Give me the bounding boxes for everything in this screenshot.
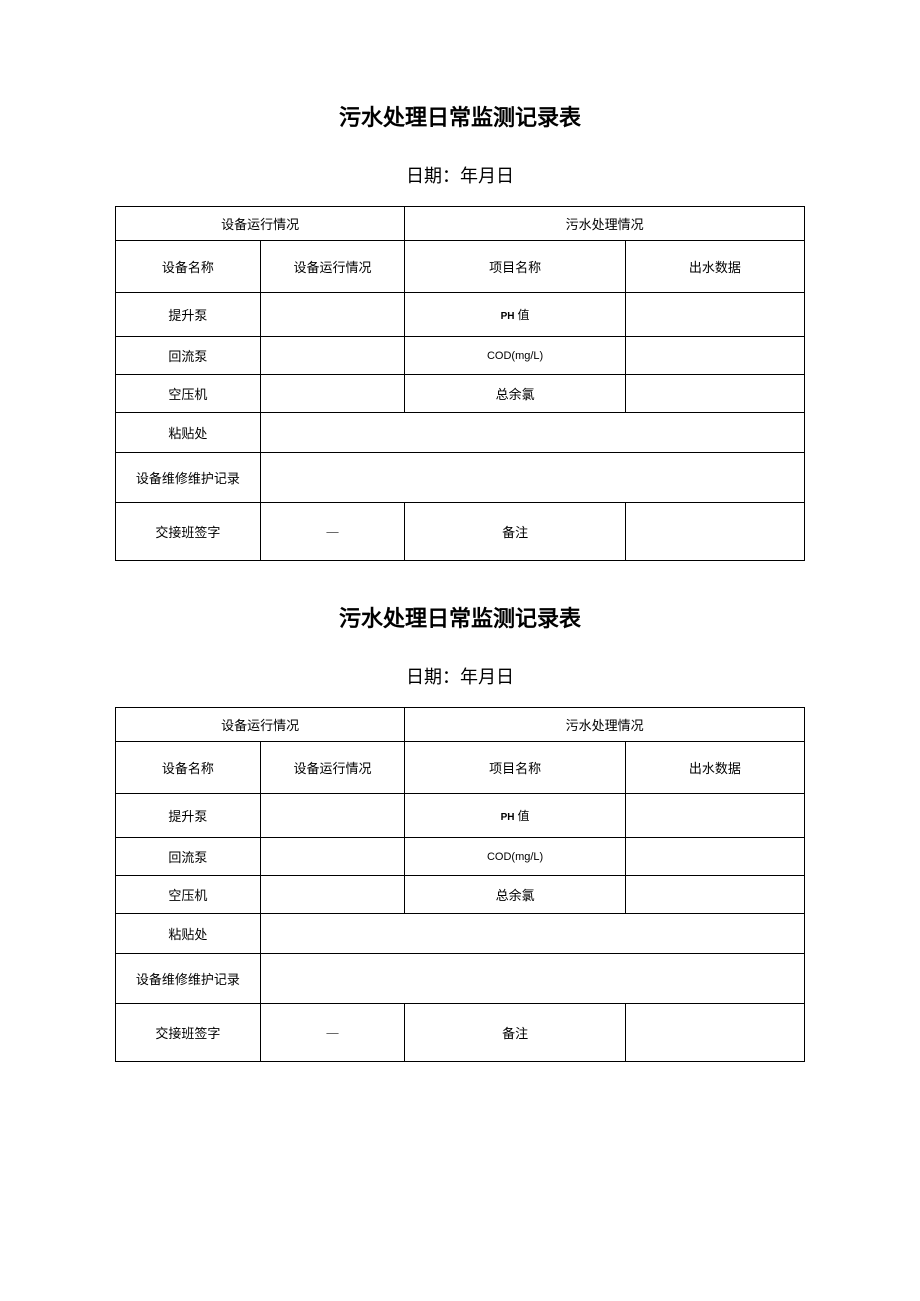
note-label: 备注 <box>405 1004 625 1062</box>
date-line: 日期：年月日 <box>115 162 805 188</box>
note-cell <box>625 1004 804 1062</box>
monitoring-table: 设备运行情况 污水处理情况 设备名称 设备运行情况 项目名称 出水数据 提升泵 … <box>115 707 805 1062</box>
table-row: 粘贴处 <box>116 413 805 453</box>
equipment-status-cell <box>260 337 405 375</box>
table-row: 提升泵 PH 值 <box>116 794 805 838</box>
signature-dash: — <box>260 503 405 561</box>
output-data-cell <box>625 876 804 914</box>
table-row: 设备维修维护记录 <box>116 954 805 1004</box>
table-row: 回流泵 COD(mg/L) <box>116 337 805 375</box>
table-row: 回流泵 COD(mg/L) <box>116 838 805 876</box>
equipment-name-cell: 空压机 <box>116 375 261 413</box>
equipment-name-cell: 粘贴处 <box>116 413 261 453</box>
subheader-equipment-status: 设备运行情况 <box>260 742 405 794</box>
ph-suffix: 值 <box>515 809 530 823</box>
subheader-project-name: 项目名称 <box>405 241 625 293</box>
equipment-status-cell <box>260 293 405 337</box>
ph-prefix: PH <box>501 311 515 322</box>
table-row: 空压机 总余氯 <box>116 876 805 914</box>
equipment-name-cell: 空压机 <box>116 876 261 914</box>
output-data-cell <box>625 375 804 413</box>
subheader-project-name: 项目名称 <box>405 742 625 794</box>
ph-suffix: 值 <box>515 308 530 322</box>
output-data-cell <box>625 337 804 375</box>
signature-dash: — <box>260 1004 405 1062</box>
merged-cell <box>260 413 804 453</box>
output-data-cell <box>625 794 804 838</box>
equipment-name-cell: 回流泵 <box>116 838 261 876</box>
equipment-name-cell: 设备维修维护记录 <box>116 954 261 1004</box>
table-row: 交接班签字 — 备注 <box>116 1004 805 1062</box>
equipment-status-cell <box>260 375 405 413</box>
document-title: 污水处理日常监测记录表 <box>115 601 805 633</box>
table-row: 空压机 总余氯 <box>116 375 805 413</box>
header-equipment-section: 设备运行情况 <box>116 708 405 742</box>
subheader-output-data: 出水数据 <box>625 742 804 794</box>
equipment-name-cell: 提升泵 <box>116 293 261 337</box>
document-title: 污水处理日常监测记录表 <box>115 100 805 132</box>
header-water-section: 污水处理情况 <box>405 708 805 742</box>
equipment-name-cell: 设备维修维护记录 <box>116 453 261 503</box>
table-header-row: 设备运行情况 污水处理情况 <box>116 207 805 241</box>
record-section-2: 污水处理日常监测记录表 日期：年月日 设备运行情况 污水处理情况 设备名称 设备… <box>115 601 805 1062</box>
table-row: 提升泵 PH 值 <box>116 293 805 337</box>
equipment-status-cell <box>260 876 405 914</box>
project-name-cell: 总余氯 <box>405 375 625 413</box>
project-name-cell: COD(mg/L) <box>405 838 625 876</box>
equipment-name-cell: 粘贴处 <box>116 914 261 954</box>
output-data-cell <box>625 838 804 876</box>
output-data-cell <box>625 293 804 337</box>
table-row: 交接班签字 — 备注 <box>116 503 805 561</box>
table-header-row: 设备运行情况 污水处理情况 <box>116 708 805 742</box>
merged-cell <box>260 954 804 1004</box>
note-label: 备注 <box>405 503 625 561</box>
table-row: 设备维修维护记录 <box>116 453 805 503</box>
equipment-name-cell: 回流泵 <box>116 337 261 375</box>
project-name-cell: COD(mg/L) <box>405 337 625 375</box>
subheader-equipment-name: 设备名称 <box>116 742 261 794</box>
date-line: 日期：年月日 <box>115 663 805 689</box>
equipment-name-cell: 提升泵 <box>116 794 261 838</box>
monitoring-table: 设备运行情况 污水处理情况 设备名称 设备运行情况 项目名称 出水数据 提升泵 … <box>115 206 805 561</box>
merged-cell <box>260 453 804 503</box>
header-equipment-section: 设备运行情况 <box>116 207 405 241</box>
note-cell <box>625 503 804 561</box>
table-subheader-row: 设备名称 设备运行情况 项目名称 出水数据 <box>116 241 805 293</box>
table-row: 粘贴处 <box>116 914 805 954</box>
table-subheader-row: 设备名称 设备运行情况 项目名称 出水数据 <box>116 742 805 794</box>
record-section-1: 污水处理日常监测记录表 日期：年月日 设备运行情况 污水处理情况 设备名称 设备… <box>115 100 805 561</box>
project-name-cell: 总余氯 <box>405 876 625 914</box>
equipment-status-cell <box>260 838 405 876</box>
merged-cell <box>260 914 804 954</box>
subheader-output-data: 出水数据 <box>625 241 804 293</box>
signature-label: 交接班签字 <box>116 1004 261 1062</box>
subheader-equipment-status: 设备运行情况 <box>260 241 405 293</box>
project-name-cell: PH 值 <box>405 794 625 838</box>
subheader-equipment-name: 设备名称 <box>116 241 261 293</box>
equipment-status-cell <box>260 794 405 838</box>
signature-label: 交接班签字 <box>116 503 261 561</box>
header-water-section: 污水处理情况 <box>405 207 805 241</box>
project-name-cell: PH 值 <box>405 293 625 337</box>
ph-prefix: PH <box>501 812 515 823</box>
